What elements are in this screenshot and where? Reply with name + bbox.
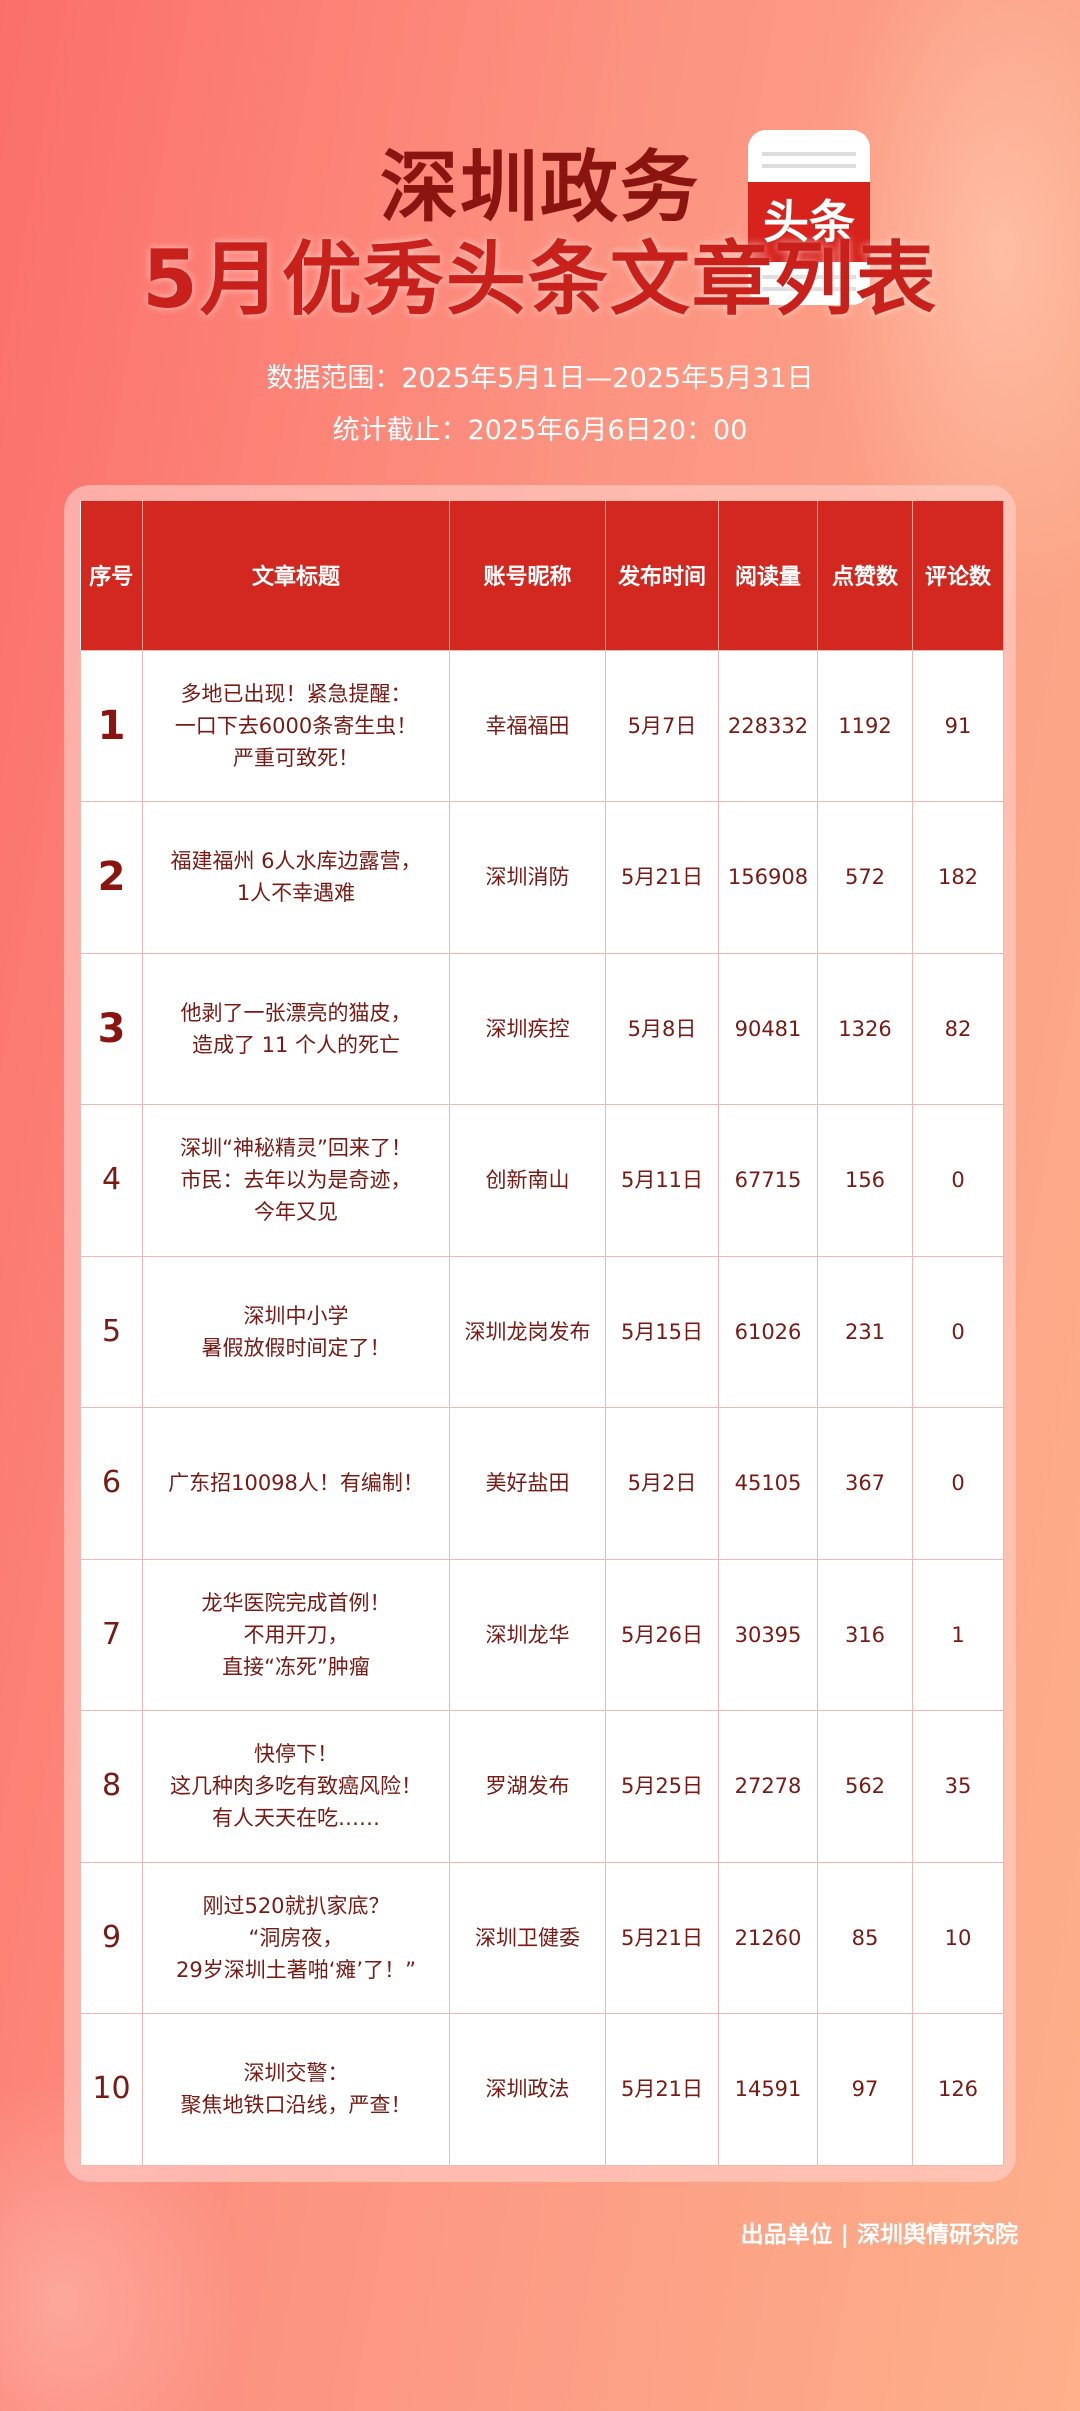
rank: 8 — [80, 1710, 143, 1863]
read-count: 21260 — [718, 1861, 818, 2014]
account-name: 深圳龙华 — [449, 1558, 606, 1711]
publish-date: 5月8日 — [605, 952, 719, 1105]
rank: 7 — [80, 1558, 143, 1711]
account-name: 幸福福田 — [449, 649, 606, 802]
column-header: 评论数 — [912, 501, 1004, 650]
footer-credit: 出品单位 | 深圳舆情研究院 — [740, 2222, 1018, 2248]
cutoff-time: 统计截止：2025年6月6日20：00 — [332, 415, 748, 446]
rank: 3 — [80, 952, 143, 1105]
column-header: 点赞数 — [817, 501, 913, 650]
like-count: 562 — [817, 1710, 913, 1863]
column-header: 文章标题 — [142, 501, 450, 650]
article-title: 广东招10098人！有编制！ — [142, 1407, 450, 1560]
table-row: 1 多地已出现！紧急提醒： 一口下去6000条寄生虫！ 严重可致死！ 幸福福田 5月7… — [80, 649, 1004, 802]
read-count: 14591 — [718, 2013, 818, 2166]
article-title: 深圳“神秘精灵”回来了！ 市民：去年以为是奇迹， 今年又见 — [142, 1104, 450, 1257]
like-count: 156 — [817, 1104, 913, 1257]
article-title: 快停下！ 这几种肉多吃有致癌风险！ 有人天天在吃…… — [142, 1710, 450, 1863]
rank: 5 — [80, 1255, 143, 1408]
read-count: 228332 — [718, 649, 818, 802]
article-title: 他剥了一张漂亮的猫皮， 造成了 11 个人的死亡 — [142, 952, 450, 1105]
read-count: 27278 — [718, 1710, 818, 1863]
account-name: 深圳龙岗发布 — [449, 1255, 606, 1408]
publish-date: 5月7日 — [605, 649, 719, 802]
article-title: 福建福州 6人水库边露营， 1人不幸遇难 — [142, 801, 450, 954]
like-count: 316 — [817, 1558, 913, 1711]
comment-count: 0 — [912, 1104, 1004, 1257]
like-count: 231 — [817, 1255, 913, 1408]
rank: 4 — [80, 1104, 143, 1257]
like-count: 85 — [817, 1861, 913, 2014]
like-count: 97 — [817, 2013, 913, 2166]
account-name: 罗湖发布 — [449, 1710, 606, 1863]
column-header: 发布时间 — [605, 501, 719, 650]
table-row: 5 深圳中小学 暑假放假时间定了！ 深圳龙岗发布 5月15日 61026 231 0 — [80, 1255, 1004, 1408]
read-count: 90481 — [718, 952, 818, 1105]
column-header: 序号 — [80, 501, 143, 650]
toutiao-logo: 头条 — [748, 130, 870, 305]
table-row: 6 广东招10098人！有编制！ 美好盐田 5月2日 45105 367 0 — [80, 1407, 1004, 1560]
rank: 2 — [80, 801, 143, 954]
comment-count: 91 — [912, 649, 1004, 802]
comment-count: 126 — [912, 2013, 1004, 2166]
account-name: 创新南山 — [449, 1104, 606, 1257]
comment-count: 35 — [912, 1710, 1004, 1863]
account-name: 美好盐田 — [449, 1407, 606, 1560]
article-title: 多地已出现！紧急提醒： 一口下去6000条寄生虫！ 严重可致死！ — [142, 649, 450, 802]
comment-count: 0 — [912, 1255, 1004, 1408]
article-title: 龙华医院完成首例！ 不用开刀， 直接“冻死”肿瘤 — [142, 1558, 450, 1711]
read-count: 45105 — [718, 1407, 818, 1560]
like-count: 572 — [817, 801, 913, 954]
table-row: 7 龙华医院完成首例！ 不用开刀， 直接“冻死”肿瘤 深圳龙华 5月26日 30395 3… — [80, 1558, 1004, 1711]
publish-date: 5月15日 — [605, 1255, 719, 1408]
data-range: 数据范围：2025年5月1日—2025年5月31日 — [266, 363, 814, 394]
read-count: 30395 — [718, 1558, 818, 1711]
table-row: 4 深圳“神秘精灵”回来了！ 市民：去年以为是奇迹， 今年又见 创新南山 5月11日 6… — [80, 1104, 1004, 1257]
account-name: 深圳政法 — [449, 2013, 606, 2166]
table-row: 9 刚过520就扒家底？ “洞房夜， 29岁深圳土著啪‘瘫’了！” 深圳卫健委 5月2… — [80, 1861, 1004, 2014]
publish-date: 5月21日 — [605, 1861, 719, 2014]
read-count: 67715 — [718, 1104, 818, 1257]
account-title: 深圳政务 — [380, 143, 701, 233]
comment-count: 0 — [912, 1407, 1004, 1560]
publish-date: 5月11日 — [605, 1104, 719, 1257]
like-count: 367 — [817, 1407, 913, 1560]
account-name: 深圳疾控 — [449, 952, 606, 1105]
column-header: 账号昵称 — [449, 501, 606, 650]
page-title: 5月优秀头条文章列表 — [142, 233, 938, 326]
rank: 9 — [80, 1861, 143, 2014]
table-row: 3 他剥了一张漂亮的猫皮， 造成了 11 个人的死亡 深圳疾控 5月8日 90481 13… — [80, 952, 1004, 1105]
logo-text: 头条 — [748, 182, 870, 262]
rank: 10 — [80, 2013, 143, 2166]
article-title: 深圳中小学 暑假放假时间定了！ — [142, 1255, 450, 1408]
rank: 6 — [80, 1407, 143, 1560]
publish-date: 5月26日 — [605, 1558, 719, 1711]
publish-date: 5月25日 — [605, 1710, 719, 1863]
column-header: 阅读量 — [718, 501, 818, 650]
article-table: 序号 文章标题 账号昵称 发布时间 阅读量 点赞数 评论数 1 多地已出现！紧急提醒： 一口下… — [80, 501, 1004, 2166]
table-row: 2 福建福州 6人水库边露营， 1人不幸遇难 深圳消防 5月21日 156908 572 1… — [80, 801, 1004, 954]
publish-date: 5月2日 — [605, 1407, 719, 1560]
article-title: 刚过520就扒家底？ “洞房夜， 29岁深圳土著啪‘瘫’了！” — [142, 1861, 450, 2014]
rank: 1 — [80, 649, 143, 802]
comment-count: 1 — [912, 1558, 1004, 1711]
article-title: 深圳交警： 聚焦地铁口沿线，严查！ — [142, 2013, 450, 2166]
read-count: 156908 — [718, 801, 818, 954]
comment-count: 82 — [912, 952, 1004, 1105]
like-count: 1326 — [817, 952, 913, 1105]
table-row: 8 快停下！ 这几种肉多吃有致癌风险！ 有人天天在吃…… 罗湖发布 5月25日 2727… — [80, 1710, 1004, 1863]
like-count: 1192 — [817, 649, 913, 802]
table-row: 10 深圳交警： 聚焦地铁口沿线，严查！ 深圳政法 5月21日 14591 97 126 — [80, 2013, 1004, 2166]
comment-count: 10 — [912, 1861, 1004, 2014]
account-name: 深圳卫健委 — [449, 1861, 606, 2014]
account-name: 深圳消防 — [449, 801, 606, 954]
publish-date: 5月21日 — [605, 2013, 719, 2166]
publish-date: 5月21日 — [605, 801, 719, 954]
read-count: 61026 — [718, 1255, 818, 1408]
comment-count: 182 — [912, 801, 1004, 954]
